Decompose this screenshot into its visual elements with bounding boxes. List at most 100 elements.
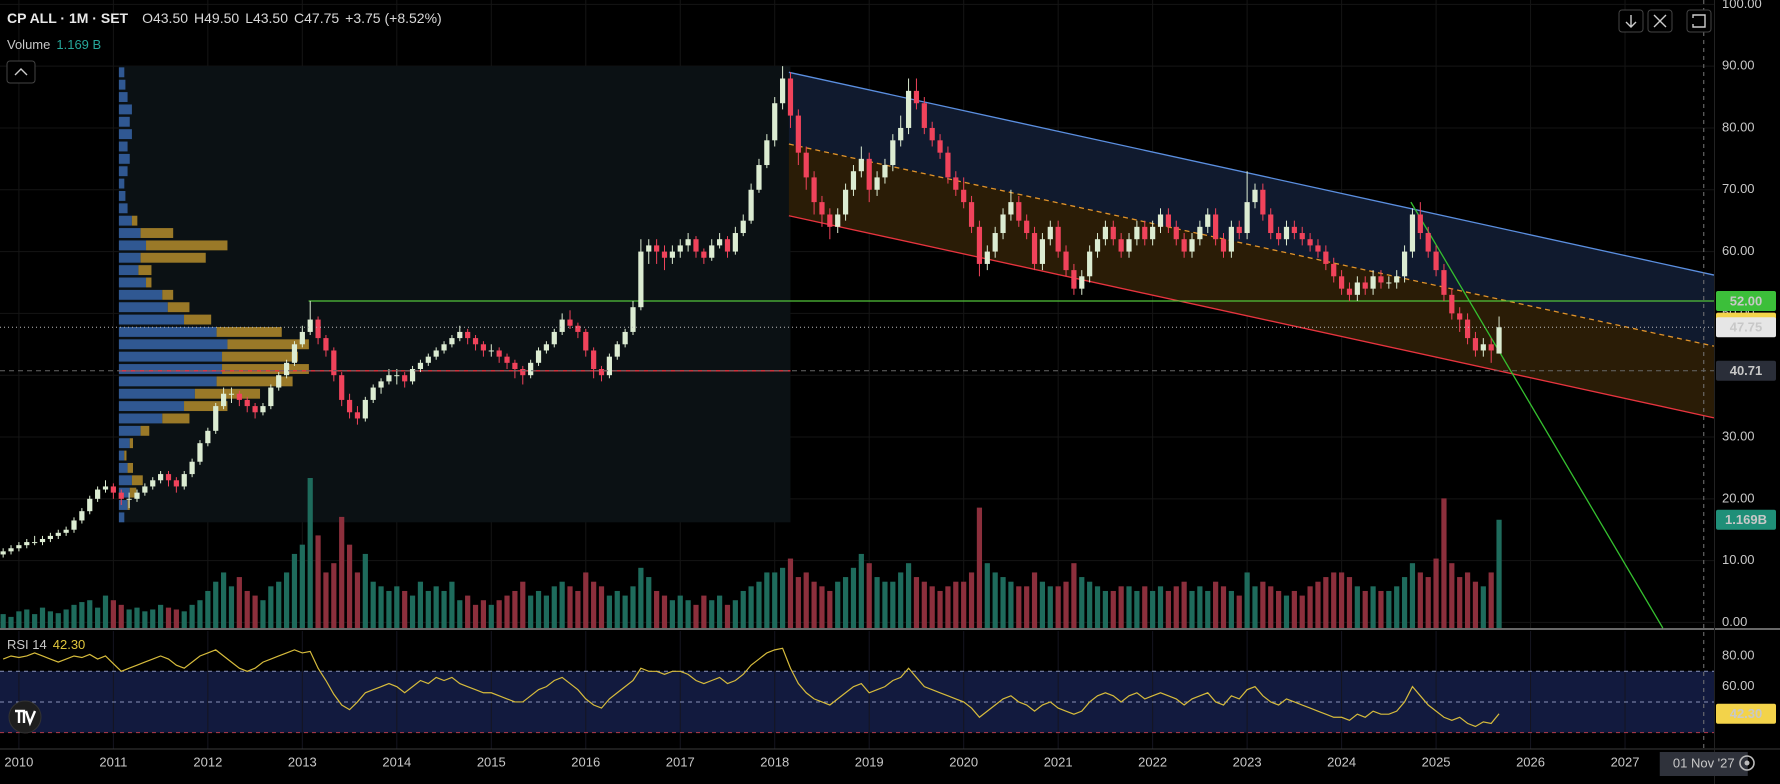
volume-bar <box>968 572 975 628</box>
candle-body <box>984 251 990 264</box>
volume-bar <box>71 604 77 628</box>
candle-body <box>756 165 762 190</box>
volume-bar <box>480 600 487 628</box>
volume-bar <box>693 604 699 628</box>
candle-body <box>937 140 943 153</box>
volume-bar <box>1401 577 1408 628</box>
candle-body <box>0 551 6 555</box>
volume-bar <box>102 595 109 628</box>
candle-body <box>181 474 187 487</box>
volume-profile-up <box>118 240 147 251</box>
candle-body <box>339 375 345 400</box>
candle-body <box>1126 239 1132 252</box>
volume-bar <box>1409 563 1416 628</box>
volume-bar <box>654 590 660 628</box>
volume-bar <box>1173 586 1179 628</box>
candle-body <box>158 474 164 481</box>
candle-body <box>205 430 211 444</box>
candle-body <box>472 338 479 345</box>
volume-bar <box>220 572 227 628</box>
candle-body <box>1346 288 1353 295</box>
volume-bar <box>638 567 644 628</box>
candle-body <box>677 245 683 252</box>
candle-body <box>220 393 227 407</box>
candle-body <box>449 338 455 345</box>
volume-bar <box>1354 586 1360 628</box>
volume-bar <box>1299 595 1305 628</box>
candle-body <box>835 214 841 227</box>
volume-profile-down <box>162 413 190 424</box>
candle-body <box>1338 276 1345 289</box>
volume-bar <box>685 600 691 628</box>
candle-body <box>1181 239 1187 252</box>
volume-bar <box>929 586 935 628</box>
volume-bar <box>79 602 85 628</box>
volume-legend: Volume 1.169 B <box>7 37 101 52</box>
candle-body <box>858 158 864 172</box>
symbol[interactable]: CP ALL · 1M · SET <box>7 10 129 26</box>
fullscreen-button[interactable] <box>1686 9 1712 33</box>
candle-body <box>850 171 857 190</box>
candle-body <box>842 189 849 215</box>
channel-mid-line <box>788 143 1715 347</box>
candle-body <box>1307 239 1313 246</box>
volume-profile-down <box>131 215 138 226</box>
price-label: 40.71 <box>1730 363 1763 378</box>
volume-bar <box>890 581 896 628</box>
volume-profile-up <box>118 104 132 115</box>
volume-bar <box>827 590 833 628</box>
volume-profile-up <box>118 413 163 424</box>
candle-body <box>1276 233 1282 240</box>
volume-bar <box>299 544 305 628</box>
volume-bar <box>1118 586 1124 628</box>
volume-bar <box>465 595 471 628</box>
volume-profile-up <box>118 79 126 90</box>
volume-profile-up <box>118 512 125 523</box>
y-tick-label: 30.00 <box>1722 428 1755 443</box>
candle-body <box>252 406 258 413</box>
settings-button[interactable] <box>1739 755 1755 771</box>
volume-profile-up <box>118 215 132 226</box>
volume-bar <box>764 572 770 628</box>
volume-bar <box>1417 572 1423 628</box>
volume-profile-up <box>118 351 223 362</box>
volume-profile-down <box>216 376 293 387</box>
collapse-button[interactable] <box>6 60 36 84</box>
candle-body <box>1071 270 1077 289</box>
candle-body <box>95 489 101 499</box>
candle-body <box>299 331 305 345</box>
volume-bar <box>528 595 534 628</box>
volume-bar <box>669 600 675 628</box>
volume-bar <box>1197 586 1203 628</box>
candle-body <box>921 103 927 128</box>
ohlc-open: O43.50 <box>142 10 189 26</box>
volume-bar <box>976 507 983 628</box>
candle-body <box>905 90 912 128</box>
candle-body <box>417 362 424 370</box>
volume-bar <box>850 567 857 628</box>
x-tick-label: 2013 <box>288 754 317 769</box>
volume-bar <box>606 595 612 628</box>
volume-profile-up <box>118 314 185 325</box>
volume-bar <box>1110 590 1116 628</box>
candle-body <box>1441 270 1447 295</box>
candle-body <box>1449 294 1455 314</box>
rsi-price-label-box <box>1716 703 1776 724</box>
candle-body <box>874 177 880 190</box>
volume-bar <box>339 516 345 628</box>
volume-bar <box>591 581 597 628</box>
volume-profile-up <box>118 203 128 214</box>
ohlc-low: L43.50 <box>245 10 289 26</box>
candle-body <box>669 251 675 258</box>
candle-body <box>32 542 38 544</box>
candle-body <box>654 245 660 252</box>
candle-body <box>362 399 368 419</box>
price-label: 47.75 <box>1730 320 1763 335</box>
candle-body <box>1197 226 1203 240</box>
volume-bar <box>150 609 156 628</box>
volume-bar <box>110 600 116 628</box>
volume-bar <box>1071 563 1077 628</box>
candle-body <box>142 486 148 493</box>
candle-body <box>1157 214 1164 227</box>
candle-body <box>173 480 179 487</box>
